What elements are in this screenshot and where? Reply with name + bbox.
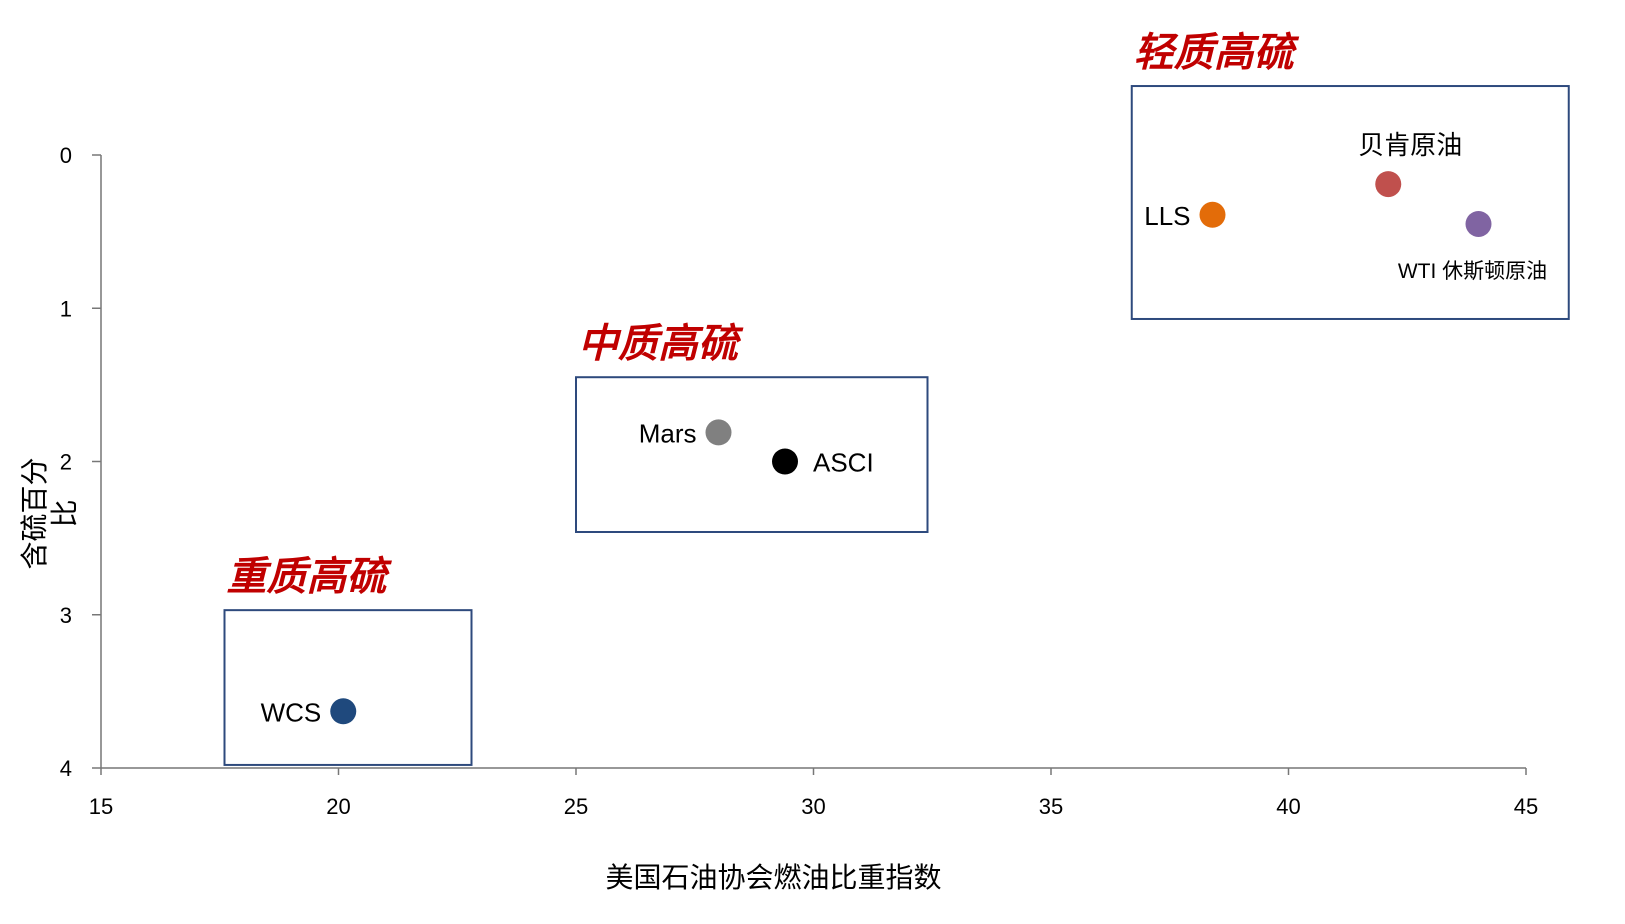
point-label: WCS [261, 697, 322, 727]
point-label: WTI 休斯顿原油 [1398, 260, 1547, 283]
data-point [1375, 171, 1402, 198]
data-point [772, 448, 798, 475]
group-box [575, 376, 929, 533]
point-label: 贝肯原油 [1358, 130, 1462, 160]
group-title: 重质高硫 [227, 553, 393, 600]
x-tick-label: 45 [1514, 794, 1538, 819]
x-tick-label: 30 [801, 794, 825, 819]
x-tick-label: 15 [89, 794, 113, 819]
y-axis-title: 含硫百分比 [18, 457, 81, 569]
y-tick-label: 3 [60, 603, 72, 628]
y-axis-ticks: 0 1 2 3 4 [60, 143, 101, 781]
x-tick-label: 40 [1276, 794, 1300, 819]
data-points: LLS 贝肯原油 WTI 休斯顿原油 Mars ASCI WCS [261, 130, 1548, 727]
x-axis-ticks: 15 20 25 30 35 40 45 [89, 768, 1538, 819]
group-box [1130, 85, 1570, 320]
y-axis-title-line: 比 [48, 499, 81, 527]
data-point [705, 419, 732, 446]
x-tick-label: 35 [1039, 794, 1063, 819]
group-title: 中质高硫 [578, 320, 744, 367]
data-point [330, 698, 357, 725]
data-point [1199, 201, 1226, 228]
x-tick-label: 25 [564, 794, 588, 819]
y-tick-label: 1 [60, 296, 72, 321]
group-title: 轻质高硫 [1134, 29, 1300, 76]
y-tick-label: 4 [60, 756, 72, 781]
x-axis-title: 美国石油协会燃油比重指数 [605, 861, 941, 894]
group-box [223, 609, 473, 766]
point-label: Mars [639, 418, 697, 448]
y-tick-label: 2 [60, 450, 72, 475]
point-label: ASCI [813, 448, 874, 478]
y-tick-label: 0 [60, 143, 72, 168]
data-point [1465, 210, 1492, 237]
y-axis-title-line: 含硫百分 [18, 457, 51, 569]
point-label: LLS [1144, 201, 1190, 231]
x-tick-label: 20 [326, 794, 350, 819]
